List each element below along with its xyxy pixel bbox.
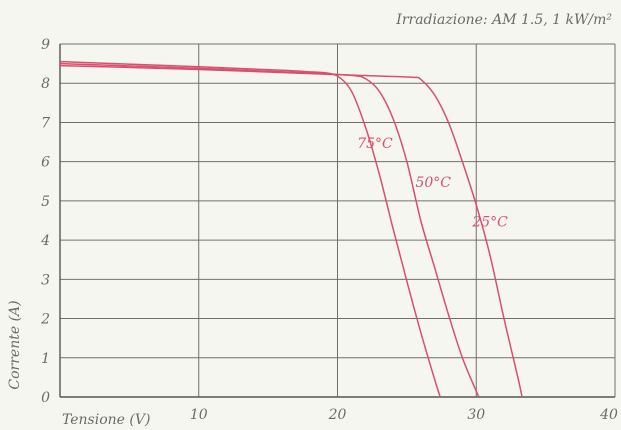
series-label: 25°C: [471, 214, 508, 230]
y-tick-label: 2: [40, 312, 50, 328]
x-tick-label: 40: [599, 407, 618, 423]
y-tick-labels: 0 1 2 3 4 5 6 7 8 9: [40, 37, 50, 406]
y-tick-label: 5: [41, 194, 50, 210]
x-tick-label: 10: [190, 407, 208, 423]
y-tick-label: 6: [41, 155, 50, 171]
x-tick-label: 30: [467, 407, 485, 423]
y-tick-label: 4: [40, 233, 50, 249]
x-tick-label: 20: [328, 407, 347, 423]
axes: [59, 44, 615, 398]
x-axis-label: Tensione (V): [62, 412, 150, 428]
x-tick-labels: 10 20 30 40: [190, 407, 618, 423]
series-lines: [59, 60, 523, 398]
y-tick-label: 7: [41, 115, 50, 131]
series-label: 50°C: [415, 175, 451, 191]
y-tick-label: 9: [41, 37, 50, 53]
y-tick-label: 0: [41, 390, 50, 406]
series-label: 75°C: [357, 136, 393, 152]
grid: [60, 43, 616, 397]
y-axis-label: Corrente (A): [7, 300, 23, 389]
y-tick-label: 3: [41, 272, 50, 288]
y-tick-label: 8: [41, 76, 50, 92]
chart-subtitle: Irradiazione: AM 1.5, 1 kW/m²: [395, 12, 612, 28]
series-labels: 75°C 50°C 25°C: [357, 136, 508, 230]
y-tick-label: 1: [41, 351, 50, 367]
series-line: [59, 60, 441, 398]
series-line: [59, 64, 523, 398]
